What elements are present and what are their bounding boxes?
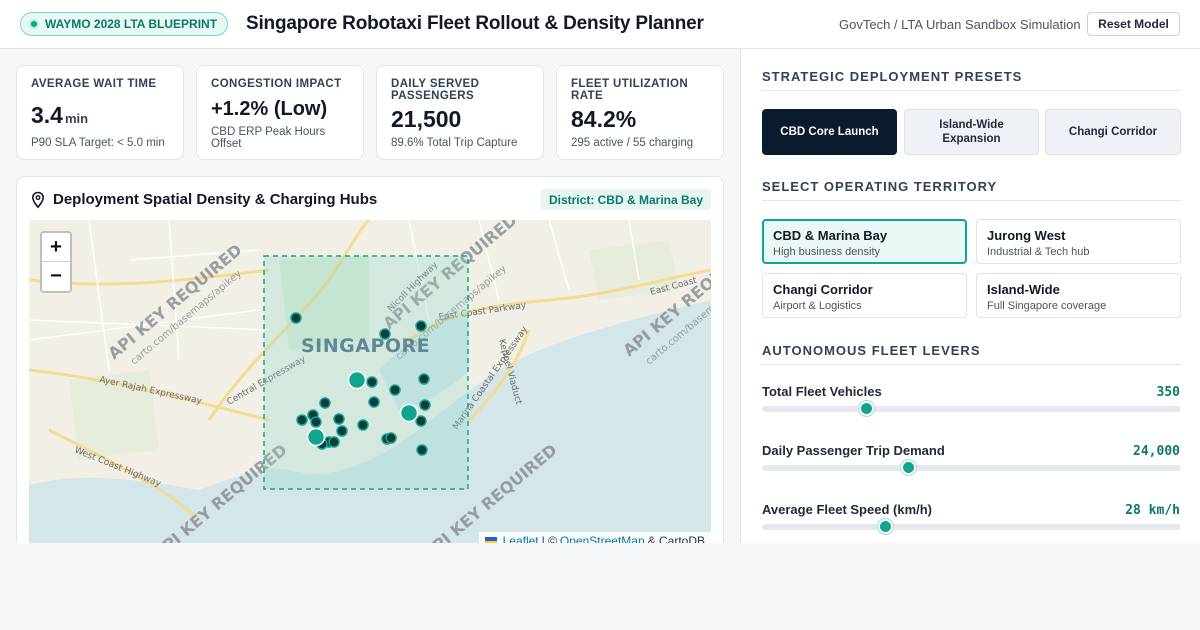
kpi-value: +1.2% (Low) (211, 98, 328, 120)
preset-changi-corridor[interactable]: Changi Corridor (1045, 109, 1181, 155)
vehicle-marker[interactable] (319, 397, 331, 409)
divider (762, 364, 1181, 365)
territory-name: Island-Wide (987, 282, 1060, 297)
kpi-title: AVERAGE WAIT TIME (31, 78, 157, 90)
fleet-speed-slider[interactable] (762, 519, 1181, 534)
territory-desc: Full Singapore coverage (987, 300, 1107, 312)
kpi-card-utilization: FLEET UTILIZATION RATE 84.2% 295 active … (556, 65, 724, 160)
vehicle-marker[interactable] (366, 376, 378, 388)
zoom-control: + − (40, 231, 72, 293)
vehicle-marker[interactable] (368, 396, 380, 408)
kpi-subtitle: P90 SLA Target: < 5.0 min (31, 137, 165, 149)
kpi-subtitle: CBD ERP Peak Hours Offset (211, 126, 326, 150)
kpi-subtitle: 295 active / 55 charging (571, 137, 694, 149)
section-title-territory: SELECT OPERATING TERRITORY (762, 179, 998, 194)
city-label: SINGAPORE (301, 335, 430, 357)
territory-name: CBD & Marina Bay (773, 228, 888, 243)
charging-hub-marker[interactable] (399, 403, 419, 423)
vehicle-marker[interactable] (416, 444, 428, 456)
slider-thumb[interactable] (878, 519, 893, 534)
kpi-card-congestion: CONGESTION IMPACT +1.2% (Low) CBD ERP Pe… (196, 65, 364, 160)
map-canvas[interactable]: Ayer Rajah Expressway Central Expressway… (29, 220, 711, 550)
divider (762, 200, 1181, 201)
territory-jurong-west[interactable]: Jurong West Industrial & Tech hub (976, 219, 1181, 264)
kpi-card-passengers: DAILY SERVED PASSENGERS 21,500 89.6% Tot… (376, 65, 544, 160)
kpi-title: CONGESTION IMPACT (211, 78, 342, 90)
zoom-in-button[interactable]: + (42, 233, 70, 262)
vehicle-marker[interactable] (296, 414, 308, 426)
divider (762, 90, 1181, 91)
vehicle-marker[interactable] (418, 373, 430, 385)
lever-label: Average Fleet Speed (km/h) (762, 502, 933, 517)
kpi-unit: min (64, 111, 89, 126)
map-card: Deployment Spatial Density & Charging Hu… (16, 176, 724, 556)
map-title: Deployment Spatial Density & Charging Hu… (53, 191, 378, 208)
api-key-watermark: API KEY REQUIRED (104, 240, 245, 363)
vehicle-marker[interactable] (379, 328, 391, 340)
page-title: Singapore Robotaxi Fleet Rollout & Densi… (246, 13, 704, 34)
section-title-presets: STRATEGIC DEPLOYMENT PRESETS (762, 69, 1023, 84)
territory-cbd-marina-bay[interactable]: CBD & Marina Bay High business density (762, 219, 967, 264)
map-pin-icon (31, 191, 45, 209)
vehicle-marker[interactable] (415, 415, 427, 427)
charging-hub-marker[interactable] (347, 370, 367, 390)
ukraine-flag-icon (484, 537, 497, 545)
lever-value: 350 (1156, 385, 1180, 400)
vehicle-marker[interactable] (333, 413, 345, 425)
simulation-label: GovTech / LTA Urban Sandbox Simulation (839, 17, 1081, 32)
trip-demand-slider[interactable] (762, 460, 1181, 475)
vehicle-marker[interactable] (385, 432, 397, 444)
vehicle-markers (290, 312, 431, 456)
fleet-vehicles-slider[interactable] (762, 401, 1181, 416)
right-panel: STRATEGIC DEPLOYMENT PRESETS CBD Core La… (740, 49, 1200, 543)
slider-thumb[interactable] (901, 460, 916, 475)
district-tag: District: CBD & Marina Bay (540, 189, 711, 210)
kpi-value: 3.4 min (31, 102, 169, 132)
territory-name: Changi Corridor (773, 282, 873, 297)
preset-island-wide-expansion[interactable]: Island-Wide Expansion (904, 109, 1039, 155)
zoom-out-button[interactable]: − (50, 265, 62, 287)
kpi-subtitle: 89.6% Total Trip Capture (391, 137, 518, 149)
vehicle-marker[interactable] (419, 399, 431, 411)
preset-cbd-core-launch[interactable]: CBD Core Launch (762, 109, 897, 155)
page-footer-area (0, 543, 1200, 630)
left-panel: AVERAGE WAIT TIME 3.4 min P90 SLA Target:… (0, 49, 740, 556)
lever-value: 24,000 (1133, 444, 1180, 459)
territory-desc: Industrial & Tech hub (987, 246, 1090, 258)
kpi-card-wait-time: AVERAGE WAIT TIME 3.4 min P90 SLA Target:… (16, 65, 184, 160)
vehicle-marker[interactable] (415, 320, 427, 332)
kpi-value: 84.2% (571, 106, 637, 132)
territory-island-wide[interactable]: Island-Wide Full Singapore coverage (976, 273, 1181, 318)
basemap: Ayer Rajah Expressway Central Expressway… (29, 220, 711, 550)
vehicle-marker[interactable] (328, 436, 340, 448)
kpi-title: DAILY SERVED PASSENGERS (391, 78, 480, 102)
territory-changi-corridor[interactable]: Changi Corridor Airport & Logistics (762, 273, 967, 318)
territory-name: Jurong West (987, 228, 1066, 243)
vehicle-marker[interactable] (389, 384, 401, 396)
vehicle-marker[interactable] (336, 425, 348, 437)
reset-model-button[interactable]: Reset Model (1087, 12, 1180, 36)
kpi-title: FLEET UTILIZATION RATE (571, 78, 689, 102)
blueprint-badge: WAYMO 2028 LTA BLUEPRINT (20, 12, 229, 36)
status-dot-icon (29, 19, 39, 29)
slider-thumb[interactable] (859, 401, 874, 416)
kpi-number: 3.4 (31, 102, 63, 128)
charging-hub-marker[interactable] (306, 427, 326, 447)
territory-desc: Airport & Logistics (773, 300, 862, 312)
lever-label: Daily Passenger Trip Demand (762, 443, 945, 458)
app-header: WAYMO 2028 LTA BLUEPRINT Singapore Robot… (0, 0, 1200, 49)
lever-value: 28 km/h (1125, 503, 1180, 518)
vehicle-marker[interactable] (357, 419, 369, 431)
district-zone (263, 255, 469, 490)
vehicle-marker[interactable] (290, 312, 302, 324)
lever-label: Total Fleet Vehicles (762, 384, 882, 399)
vehicle-marker[interactable] (310, 416, 322, 428)
territory-desc: High business density (773, 246, 881, 258)
kpi-value: 21,500 (391, 106, 462, 132)
badge-label: WAYMO 2028 LTA BLUEPRINT (45, 17, 218, 31)
section-title-levers: AUTONOMOUS FLEET LEVERS (762, 343, 981, 358)
